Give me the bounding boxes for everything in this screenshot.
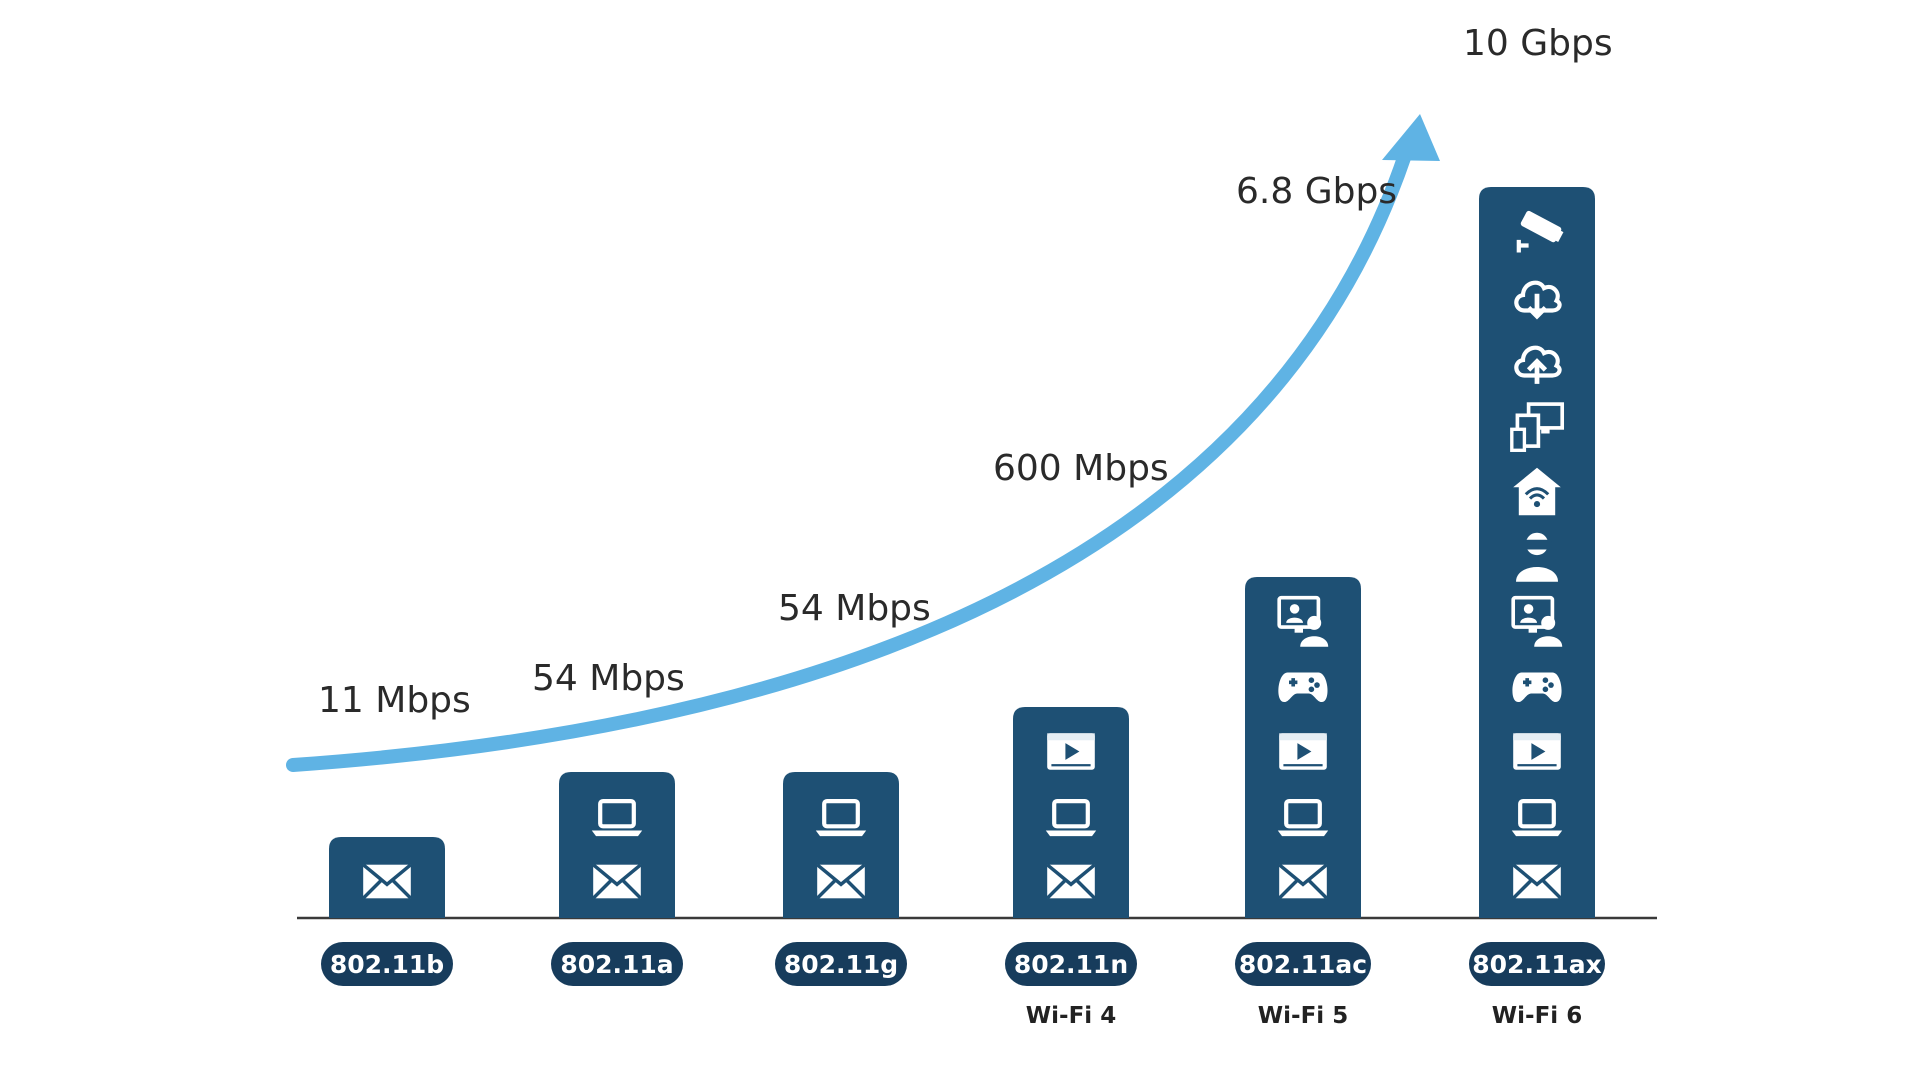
- speed-label-802-11a: 54 Mbps: [532, 658, 685, 699]
- column-802-11n: 802.11n Wi-Fi 4: [1005, 707, 1137, 1029]
- generation-label: Wi-Fi 5: [1258, 1003, 1348, 1029]
- speed-label-802-11g: 54 Mbps: [778, 588, 931, 629]
- column-802-11ax: 802.11ax Wi-Fi 6: [1469, 187, 1605, 1029]
- standard-pill: [775, 942, 907, 986]
- bar: [1013, 707, 1129, 918]
- envelope-icon: [361, 862, 413, 901]
- arrow-head-icon: [1382, 114, 1440, 161]
- standard-label: 802.11b: [330, 950, 444, 979]
- bar: [783, 772, 899, 918]
- standard-label: 802.11n: [1014, 950, 1128, 979]
- video-player-icon: [1279, 733, 1327, 770]
- standard-label: 802.11ax: [1472, 950, 1601, 979]
- column-802-11ac: 802.11ac Wi-Fi 5: [1235, 577, 1371, 1029]
- speed-label-802-11n: 600 Mbps: [993, 448, 1169, 489]
- standard-pill: [551, 942, 683, 986]
- envelope-icon: [1277, 862, 1329, 901]
- generation-label: Wi-Fi 4: [1026, 1003, 1116, 1029]
- standard-pill: [1469, 942, 1605, 986]
- standard-label: 802.11ac: [1239, 950, 1367, 979]
- speed-label-802-11ax: 10 Gbps: [1463, 23, 1613, 64]
- bar: [559, 772, 675, 918]
- growth-arrow: [286, 148, 1412, 772]
- envelope-icon: [1511, 862, 1563, 901]
- video-player-icon: [1047, 733, 1095, 770]
- standard-pill: [1005, 942, 1137, 986]
- envelope-icon: [591, 862, 643, 901]
- standard-pill: [1235, 942, 1371, 986]
- speed-label-802-11ac: 6.8 Gbps: [1236, 171, 1397, 212]
- speed-label-802-11b: 11 Mbps: [318, 680, 471, 721]
- standard-label: 802.11a: [560, 950, 673, 979]
- generation-label: Wi-Fi 6: [1492, 1003, 1582, 1029]
- column-802-11g: 802.11g: [775, 772, 907, 986]
- standard-pill: [321, 942, 453, 986]
- video-player-icon: [1513, 733, 1561, 770]
- envelope-icon: [1045, 862, 1097, 901]
- standard-label: 802.11g: [784, 950, 898, 979]
- column-802-11a: 802.11a: [551, 772, 683, 986]
- envelope-icon: [815, 862, 867, 901]
- column-802-11b: 802.11b: [321, 837, 453, 986]
